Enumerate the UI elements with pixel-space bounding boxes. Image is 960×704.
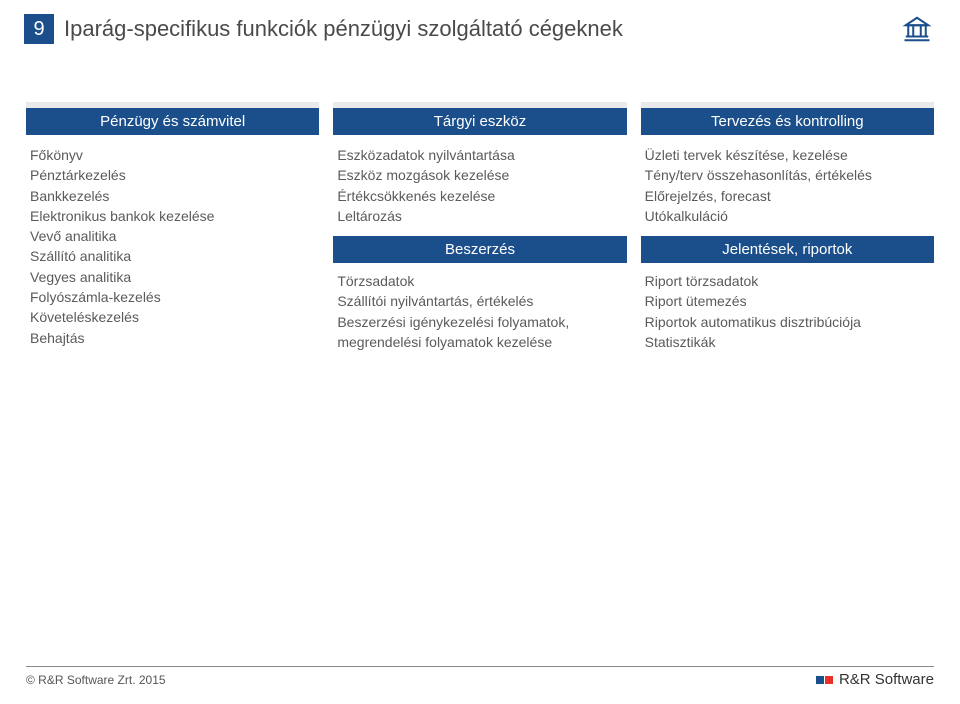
footer: © R&R Software Zrt. 2015 R&R Software	[26, 666, 934, 688]
column-finance: Pénzügy és számvitel Főkönyv Pénztárkeze…	[26, 102, 319, 352]
list-item: Törzsadatok	[333, 271, 626, 291]
column-subtitle: Jelentések, riportok	[641, 236, 934, 263]
list-item: Értékcsökkenés kezelése	[333, 186, 626, 206]
column-title: Tárgyi eszköz	[333, 102, 626, 135]
list-item: Statisztikák	[641, 332, 934, 352]
list-item: Leltározás	[333, 206, 626, 226]
list-item: Szállító analitika	[26, 246, 319, 266]
list-item: Riportok automatikus disztribúciója	[641, 312, 934, 332]
logo-square	[825, 676, 833, 684]
list-item: Riport ütemezés	[641, 291, 934, 311]
list-item: Utókalkuláció	[641, 206, 934, 226]
column-controlling: Tervezés és kontrolling Üzleti tervek ké…	[641, 102, 934, 352]
page-title: Iparág-specifikus funkciók pénzügyi szol…	[64, 16, 623, 42]
list-item: Szállítói nyilvántartás, értékelés	[333, 291, 626, 311]
logo-square	[816, 676, 824, 684]
list-item: Főkönyv	[26, 145, 319, 165]
list-item: Eszközadatok nyilvántartása	[333, 145, 626, 165]
content-columns: Pénzügy és számvitel Főkönyv Pénztárkeze…	[0, 44, 960, 352]
column-title: Pénzügy és számvitel	[26, 102, 319, 135]
list-item: Üzleti tervek készítése, kezelése	[641, 145, 934, 165]
list-item: Tény/terv összehasonlítás, értékelés	[641, 165, 934, 185]
list-item: Folyószámla-kezelés	[26, 287, 319, 307]
list-item: Behajtás	[26, 328, 319, 348]
list-item: Eszköz mozgások kezelése	[333, 165, 626, 185]
list-item: Vevő analitika	[26, 226, 319, 246]
bank-icon	[902, 14, 932, 49]
column-subtitle: Beszerzés	[333, 236, 626, 263]
list-item: Elektronikus bankok kezelése	[26, 206, 319, 226]
list-item: Pénztárkezelés	[26, 165, 319, 185]
column-title: Tervezés és kontrolling	[641, 102, 934, 135]
logo-text: R&R Software	[839, 671, 934, 688]
list-item: Beszerzési igénykezelési folyamatok, meg…	[333, 312, 626, 353]
page-number-badge: 9	[24, 14, 54, 44]
list-item: Követeléskezelés	[26, 307, 319, 327]
column-assets: Tárgyi eszköz Eszközadatok nyilvántartás…	[333, 102, 626, 352]
copyright: © R&R Software Zrt. 2015	[26, 673, 166, 687]
list-item: Riport törzsadatok	[641, 271, 934, 291]
list-item: Vegyes analitika	[26, 267, 319, 287]
footer-logo: R&R Software	[816, 671, 934, 688]
header: 9 Iparág-specifikus funkciók pénzügyi sz…	[0, 0, 960, 44]
list-item: Előrejelzés, forecast	[641, 186, 934, 206]
list-item: Bankkezelés	[26, 186, 319, 206]
logo-mark-icon	[816, 676, 833, 684]
